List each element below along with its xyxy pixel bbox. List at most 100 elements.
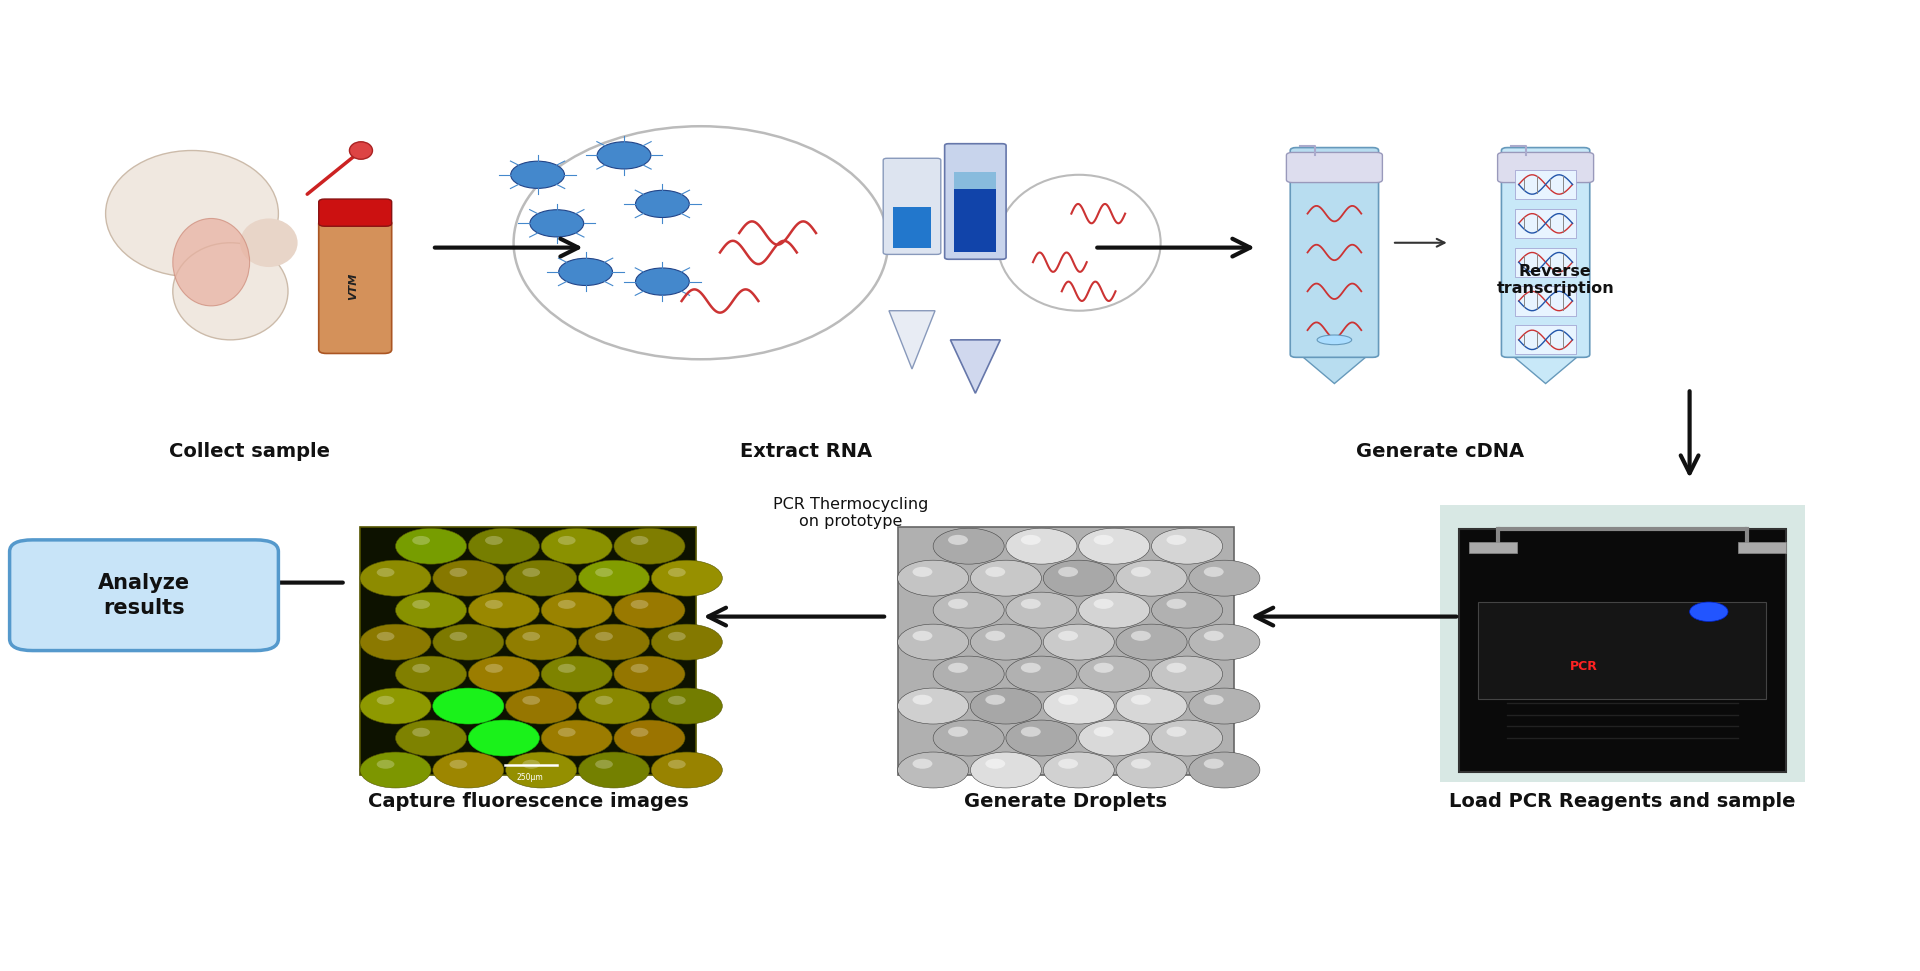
- Circle shape: [559, 664, 576, 673]
- Circle shape: [985, 758, 1006, 769]
- Circle shape: [559, 728, 576, 737]
- Circle shape: [396, 720, 467, 756]
- Circle shape: [505, 560, 576, 596]
- Circle shape: [505, 752, 576, 788]
- Circle shape: [541, 720, 612, 756]
- Circle shape: [1043, 688, 1114, 724]
- Text: VTM: VTM: [348, 273, 359, 300]
- Circle shape: [541, 592, 612, 628]
- Circle shape: [595, 759, 612, 769]
- Circle shape: [1043, 624, 1114, 660]
- Circle shape: [1152, 528, 1223, 564]
- FancyBboxPatch shape: [1286, 152, 1382, 183]
- Circle shape: [636, 190, 689, 218]
- Circle shape: [614, 656, 685, 692]
- Bar: [1515, 209, 1576, 238]
- Circle shape: [912, 694, 933, 705]
- Circle shape: [970, 624, 1041, 660]
- Circle shape: [1094, 599, 1114, 609]
- Circle shape: [970, 688, 1041, 724]
- Circle shape: [432, 752, 503, 788]
- Circle shape: [1167, 599, 1187, 609]
- Bar: [899, 527, 1235, 775]
- Circle shape: [1152, 656, 1223, 692]
- Circle shape: [413, 536, 430, 545]
- Circle shape: [1021, 535, 1041, 545]
- Circle shape: [578, 624, 649, 660]
- Text: PCR Thermocycling
on prototype: PCR Thermocycling on prototype: [774, 497, 927, 529]
- Circle shape: [1167, 726, 1187, 737]
- Circle shape: [432, 560, 503, 596]
- Circle shape: [1079, 592, 1150, 628]
- FancyBboxPatch shape: [1501, 148, 1590, 357]
- Text: Extract RNA: Extract RNA: [741, 442, 872, 461]
- Bar: [1515, 248, 1576, 277]
- Bar: [1469, 542, 1517, 553]
- Circle shape: [597, 142, 651, 169]
- Circle shape: [1131, 758, 1150, 769]
- Circle shape: [668, 632, 685, 641]
- Circle shape: [1058, 758, 1077, 769]
- Circle shape: [651, 688, 722, 724]
- Circle shape: [636, 268, 689, 295]
- Circle shape: [1116, 752, 1187, 788]
- Circle shape: [1006, 720, 1077, 756]
- Circle shape: [1152, 720, 1223, 756]
- Circle shape: [449, 568, 467, 577]
- Circle shape: [1188, 624, 1260, 660]
- Polygon shape: [950, 340, 1000, 393]
- Circle shape: [668, 759, 685, 769]
- Circle shape: [1021, 599, 1041, 609]
- Circle shape: [1058, 631, 1077, 641]
- Bar: [893, 207, 931, 248]
- Circle shape: [432, 688, 503, 724]
- Text: 250μm: 250μm: [516, 773, 543, 782]
- Circle shape: [486, 600, 503, 609]
- Circle shape: [651, 752, 722, 788]
- Bar: [954, 172, 996, 189]
- Circle shape: [413, 664, 430, 673]
- Circle shape: [559, 600, 576, 609]
- Circle shape: [933, 656, 1004, 692]
- Circle shape: [1094, 726, 1114, 737]
- Ellipse shape: [173, 218, 250, 306]
- Bar: [1515, 325, 1576, 354]
- Circle shape: [361, 688, 430, 724]
- Circle shape: [530, 210, 584, 237]
- Circle shape: [630, 664, 649, 673]
- Circle shape: [668, 568, 685, 577]
- Circle shape: [630, 536, 649, 545]
- FancyBboxPatch shape: [883, 158, 941, 254]
- Circle shape: [1131, 694, 1150, 705]
- Circle shape: [595, 696, 612, 705]
- Circle shape: [1167, 535, 1187, 545]
- Text: Collect sample: Collect sample: [169, 442, 330, 461]
- Circle shape: [1116, 560, 1187, 596]
- Circle shape: [1188, 752, 1260, 788]
- Ellipse shape: [1317, 335, 1352, 345]
- Circle shape: [1079, 720, 1150, 756]
- FancyBboxPatch shape: [1459, 529, 1786, 772]
- Circle shape: [948, 535, 968, 545]
- Circle shape: [933, 592, 1004, 628]
- Circle shape: [1079, 656, 1150, 692]
- Circle shape: [899, 752, 970, 788]
- Circle shape: [449, 632, 467, 641]
- Ellipse shape: [513, 126, 887, 359]
- Circle shape: [376, 696, 394, 705]
- Circle shape: [522, 568, 540, 577]
- Bar: [954, 189, 996, 252]
- Circle shape: [912, 631, 933, 641]
- Circle shape: [614, 720, 685, 756]
- Circle shape: [1204, 567, 1223, 577]
- Circle shape: [376, 759, 394, 769]
- Circle shape: [985, 631, 1006, 641]
- Circle shape: [522, 759, 540, 769]
- Circle shape: [432, 624, 503, 660]
- Circle shape: [1043, 560, 1114, 596]
- Ellipse shape: [349, 142, 372, 159]
- Circle shape: [948, 663, 968, 673]
- Circle shape: [1152, 592, 1223, 628]
- Circle shape: [668, 696, 685, 705]
- Circle shape: [413, 728, 430, 737]
